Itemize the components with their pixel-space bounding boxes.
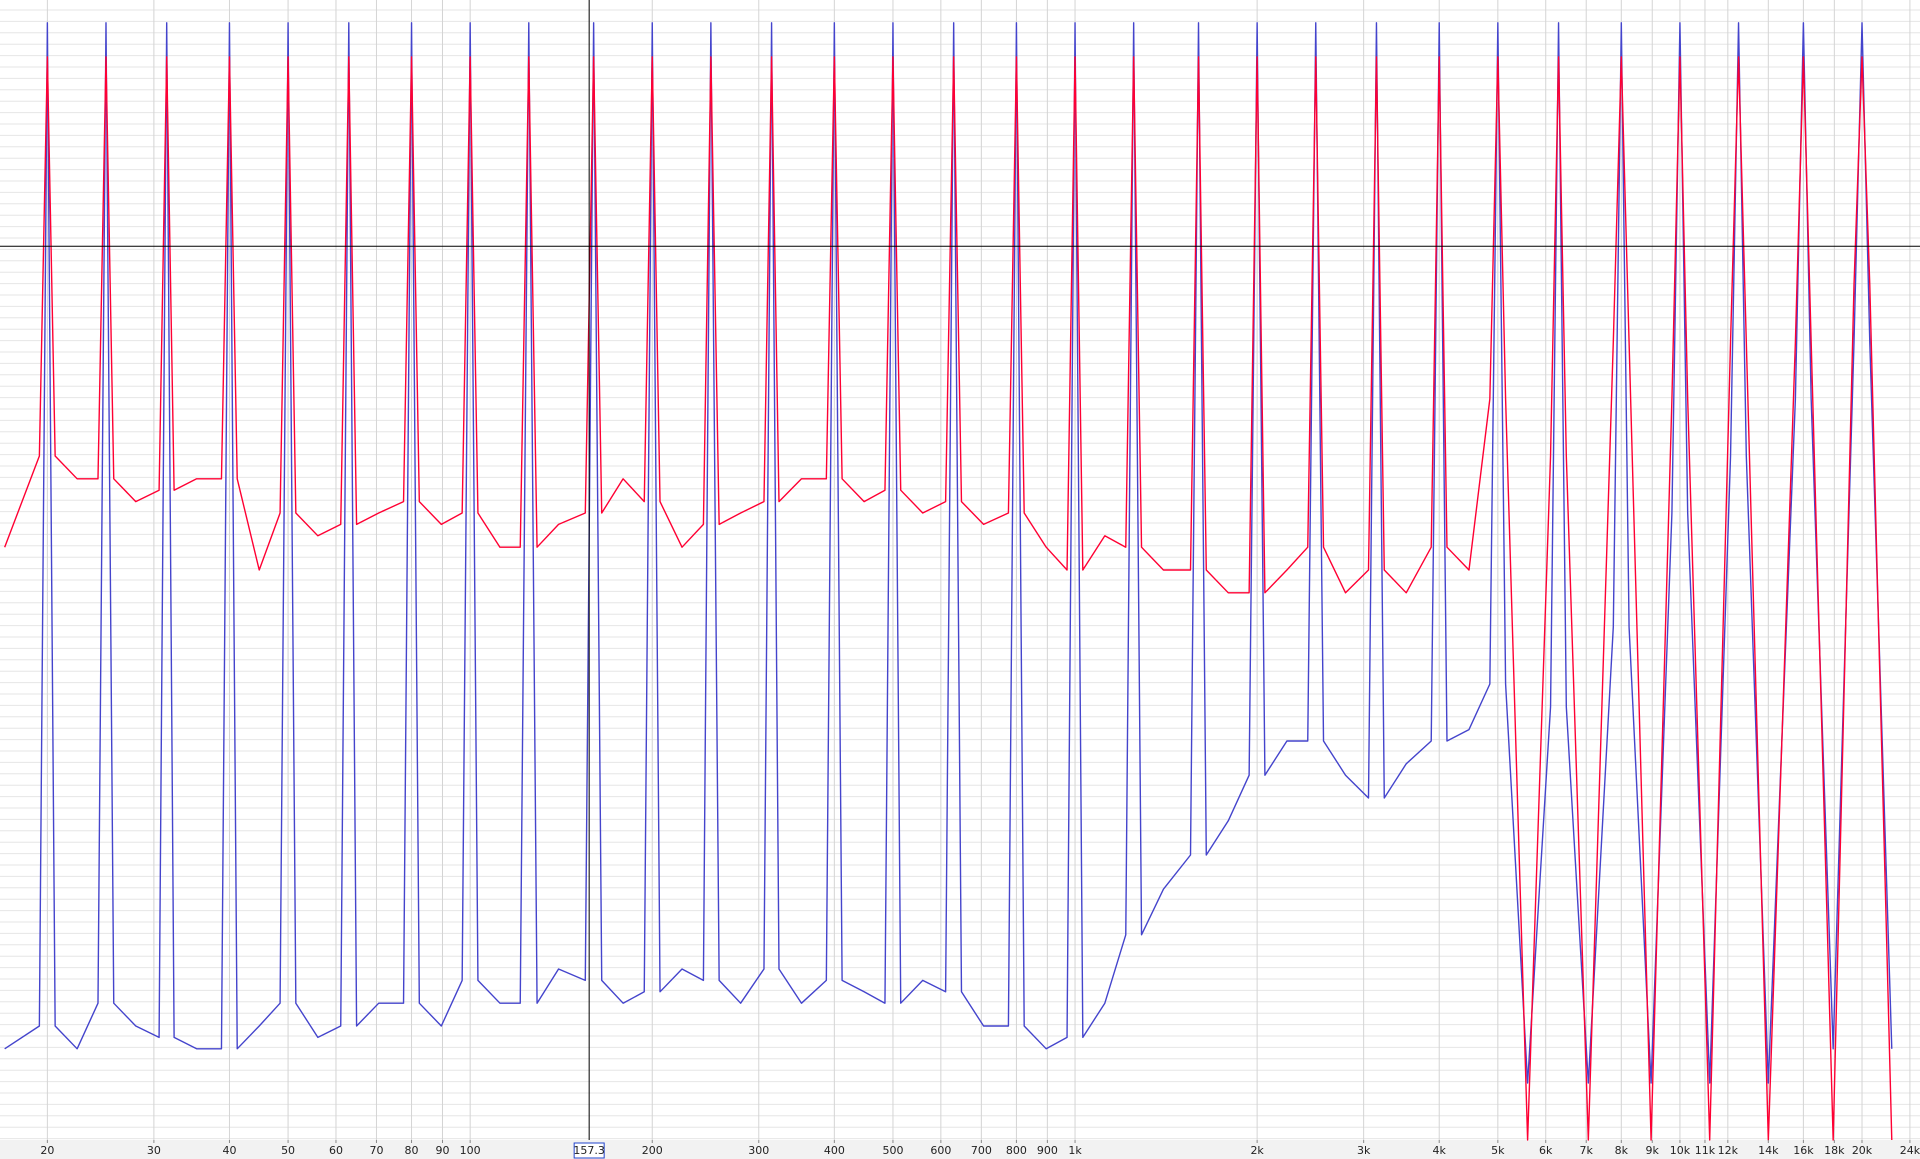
x-tick-label: 70	[369, 1144, 383, 1157]
x-tick-label: 40	[222, 1144, 236, 1157]
x-tick-label: 30	[147, 1144, 161, 1157]
cursor-label: 157.3	[573, 1144, 605, 1157]
x-tick-label: 14k	[1758, 1144, 1779, 1157]
x-tick-label: 800	[1006, 1144, 1027, 1157]
x-tick-label: 700	[971, 1144, 992, 1157]
x-tick-label: 500	[882, 1144, 903, 1157]
traces	[4, 22, 1893, 1141]
cursor-label-box	[573, 1142, 605, 1159]
x-tick-label: 2k	[1250, 1144, 1264, 1157]
x-tick-label: 5k	[1491, 1144, 1505, 1157]
x-tick-label: 20k	[1852, 1144, 1873, 1157]
x-tick-label: 3k	[1357, 1144, 1371, 1157]
x-tick-label: 8k	[1615, 1144, 1629, 1157]
x-tick-label: 1k	[1068, 1144, 1082, 1157]
x-tick-label: 60	[329, 1144, 343, 1157]
x-tick-label: 10k	[1670, 1144, 1691, 1157]
x-tick-label: 11k	[1695, 1144, 1716, 1157]
x-tick-label: 7k	[1580, 1144, 1594, 1157]
x-tick-label: 4k	[1433, 1144, 1447, 1157]
x-tick-label: 600	[930, 1144, 951, 1157]
x-tick-label: 24k	[1900, 1144, 1920, 1157]
x-tick-label: 300	[748, 1144, 769, 1157]
x-tick-label: 900	[1037, 1144, 1058, 1157]
x-tick-label: 400	[824, 1144, 845, 1157]
x-tick-label: 20	[40, 1144, 54, 1157]
x-tick-label: 16k	[1793, 1144, 1814, 1157]
x-tick-label: 18k	[1824, 1144, 1845, 1157]
x-tick-label: 200	[642, 1144, 663, 1157]
x-tick-label: 80	[405, 1144, 419, 1157]
x-tick-label: 6k	[1539, 1144, 1553, 1157]
x-tick-label: 50	[281, 1144, 295, 1157]
spectrum-trace	[4, 56, 1893, 1141]
axis-strip	[0, 1140, 1920, 1159]
x-tick-label: 100	[460, 1144, 481, 1157]
x-tick-label: 12k	[1718, 1144, 1739, 1157]
x-tick-label: 9k	[1646, 1144, 1660, 1157]
x-tick-label: 90	[435, 1144, 449, 1157]
spectrum-trace	[4, 22, 1893, 1084]
